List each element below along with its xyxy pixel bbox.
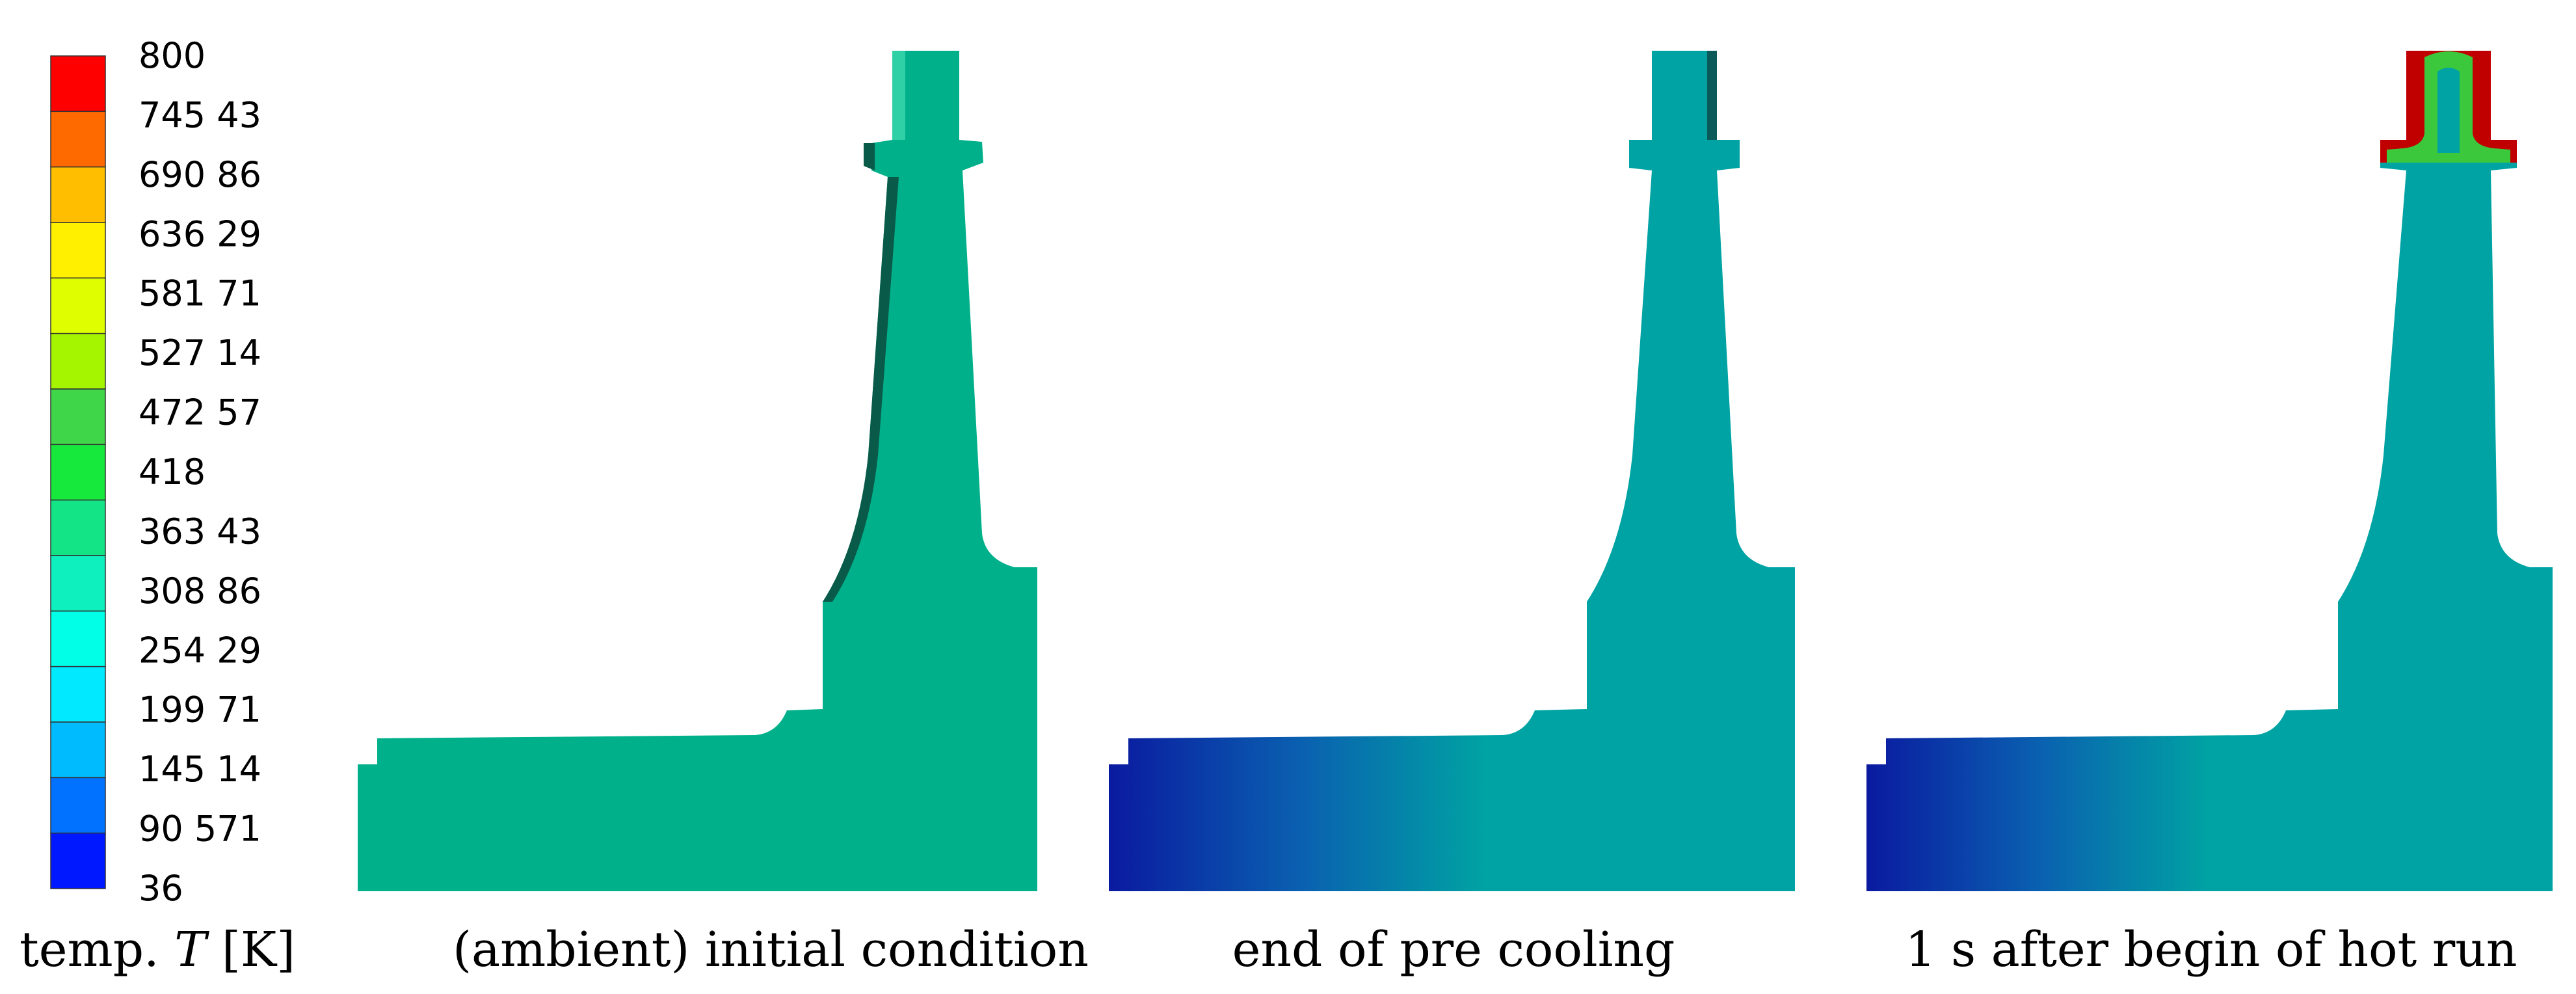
legend-level-label: 90 571 [139, 809, 261, 850]
legend-level-label: 745 43 [139, 94, 261, 135]
legend-band [50, 444, 106, 501]
legend-band [50, 499, 106, 556]
upper-lip-shadow [864, 143, 875, 170]
legend-level-label: 800 [139, 35, 206, 76]
panel-initial-condition: (ambient) initial condition [358, 51, 1089, 978]
legend-band [50, 721, 106, 779]
legend-band [50, 111, 106, 168]
panel-end-of-pre-cooling: end of pre cooling [1109, 51, 1795, 978]
legend-band [50, 777, 106, 834]
legend-level-label: 472 57 [139, 392, 261, 433]
legend-band [50, 610, 106, 667]
panel-caption: (ambient) initial condition [453, 922, 1089, 978]
panel-caption: end of pre cooling [1232, 922, 1675, 978]
color-legend: 800 745 43 690 86 636 29 581 71 527 14 472 57 4… [20, 35, 295, 978]
neck-highlight [892, 51, 905, 140]
legend-level-label: 36 [139, 868, 183, 909]
legend-band [50, 665, 106, 723]
legend-band [50, 55, 106, 113]
legend-band [50, 222, 106, 279]
legend-level-label: 690 86 [139, 154, 261, 195]
legend-band [50, 832, 106, 889]
legend-level-labels: 800 745 43 690 86 636 29 581 71 527 14 472 57 4… [139, 35, 261, 909]
neck-shadow [1707, 51, 1717, 140]
legend-color-bands [50, 55, 106, 889]
turbine-disk-cross-section [1866, 51, 2553, 891]
turbine-disk-cross-section [1109, 51, 1795, 891]
legend-level-label: 527 14 [139, 332, 261, 373]
legend-level-label: 199 71 [139, 690, 261, 731]
legend-title: temp. T [K] [20, 922, 295, 978]
legend-level-label: 254 29 [139, 630, 261, 671]
legend-level-label: 418 [139, 451, 206, 492]
legend-level-label: 636 29 [139, 213, 261, 254]
legend-level-label: 581 71 [139, 273, 261, 314]
panel-caption: 1 s after begin of hot run [1905, 922, 2517, 978]
panel-hot-run-1s: 1 s after begin of hot run [1866, 51, 2553, 978]
legend-level-label: 308 86 [139, 571, 261, 611]
cool-core-region [2437, 68, 2460, 153]
cooling-gap-shadow [823, 177, 899, 602]
legend-band [50, 166, 106, 223]
legend-band [50, 277, 106, 334]
legend-band [50, 332, 106, 390]
legend-level-label: 145 14 [139, 749, 261, 790]
turbine-disk-cross-section [358, 51, 1037, 891]
legend-band [50, 388, 106, 446]
legend-level-label: 363 43 [139, 511, 261, 552]
legend-band [50, 555, 106, 612]
